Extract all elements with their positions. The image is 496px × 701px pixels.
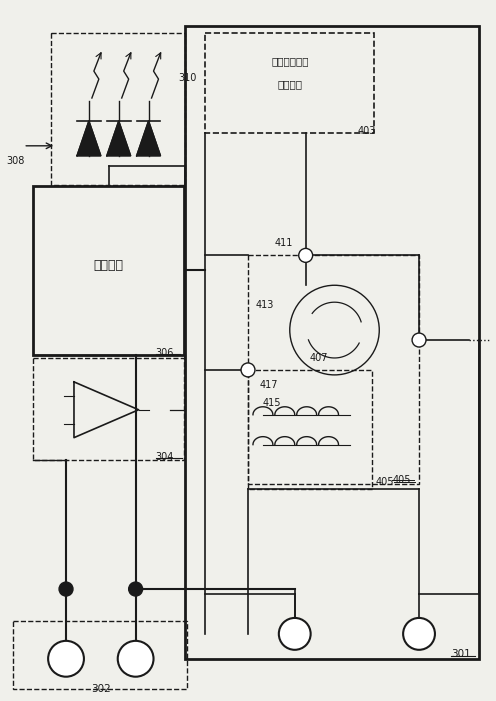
Text: 電子トランス: 電子トランス	[271, 56, 309, 66]
Polygon shape	[136, 121, 161, 156]
Circle shape	[241, 363, 255, 377]
Text: 413: 413	[256, 300, 274, 311]
Text: 310: 310	[179, 73, 197, 83]
Text: 405: 405	[392, 475, 411, 484]
Circle shape	[279, 618, 310, 650]
Bar	[205, 33, 374, 133]
Text: 304: 304	[156, 451, 174, 461]
Circle shape	[118, 641, 154, 676]
Text: 407: 407	[310, 353, 328, 363]
Circle shape	[299, 248, 312, 262]
Text: 415: 415	[263, 397, 281, 408]
Polygon shape	[107, 121, 130, 156]
Circle shape	[128, 582, 142, 596]
Text: 306: 306	[156, 348, 174, 358]
Circle shape	[403, 618, 435, 650]
Text: 405: 405	[375, 477, 394, 487]
Text: 308: 308	[6, 156, 25, 165]
Bar	[33, 358, 185, 460]
Text: 301: 301	[451, 649, 471, 659]
Bar	[51, 33, 186, 184]
Text: 302: 302	[91, 683, 111, 693]
Circle shape	[48, 641, 84, 676]
Text: ドライバ: ドライバ	[94, 259, 124, 272]
Text: 検出回路: 検出回路	[277, 79, 302, 89]
Text: 417: 417	[260, 380, 278, 390]
Bar	[13, 621, 187, 688]
Circle shape	[59, 582, 73, 596]
Circle shape	[412, 333, 426, 347]
Text: 411: 411	[275, 238, 293, 248]
Text: 403: 403	[358, 126, 376, 136]
Polygon shape	[77, 121, 101, 156]
Bar	[186, 27, 479, 659]
Bar	[248, 370, 372, 489]
Bar	[248, 255, 419, 484]
Bar	[33, 186, 185, 355]
